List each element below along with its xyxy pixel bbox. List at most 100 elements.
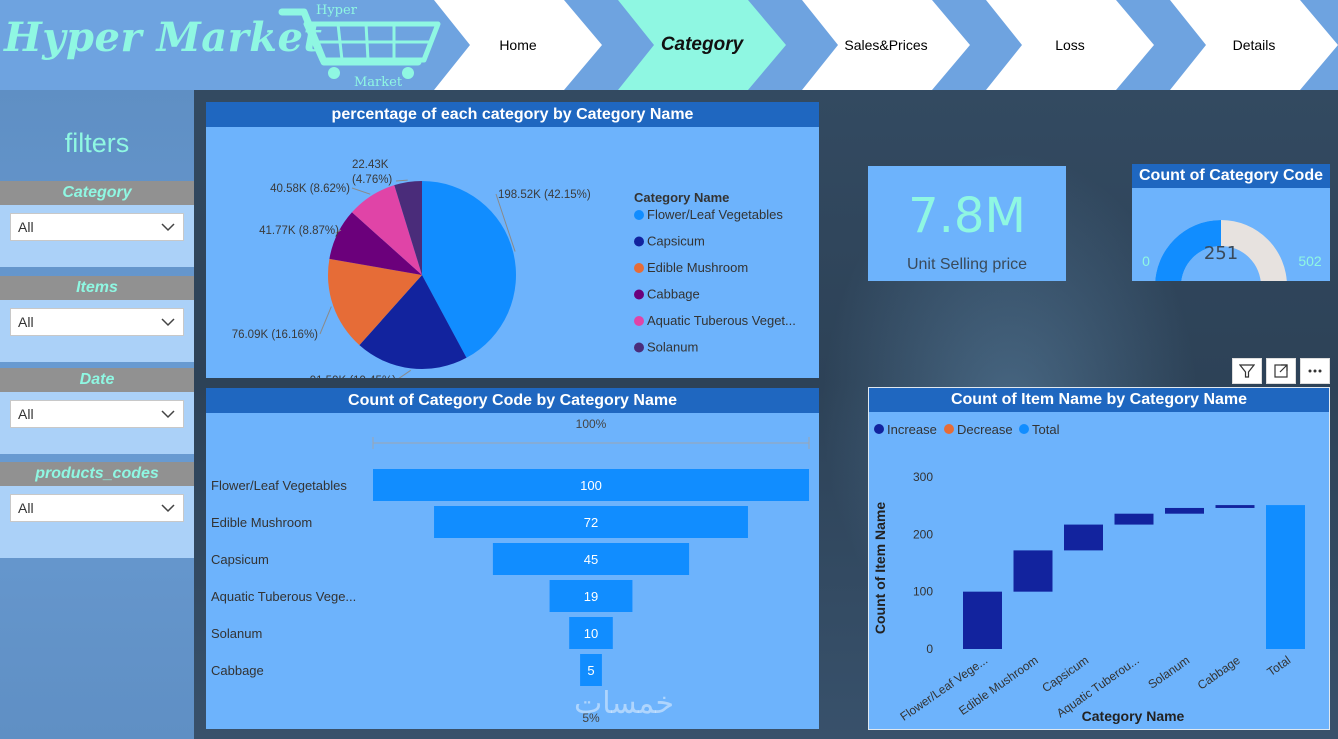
legend-dot-icon bbox=[634, 316, 644, 326]
filter-button[interactable] bbox=[1232, 358, 1262, 384]
nav-loss[interactable]: Loss bbox=[986, 0, 1154, 90]
slicer-date-header: Date bbox=[0, 368, 194, 392]
watermark-text: خمسات bbox=[574, 686, 675, 721]
waterfall-y-tick: 0 bbox=[926, 642, 933, 656]
pie-legend-item: Edible Mushroom bbox=[647, 260, 748, 275]
gauge-panel[interactable]: Count of Category Code 0 502 251 bbox=[1132, 164, 1330, 286]
legend-total-icon bbox=[1019, 424, 1029, 434]
items-dropdown[interactable]: All bbox=[10, 308, 184, 336]
pie-legend-title: Category Name bbox=[634, 190, 729, 205]
pie-slice[interactable] bbox=[394, 181, 422, 275]
slicer-products-codes-header: products_codes bbox=[0, 462, 194, 486]
funnel-category-label: Solanum bbox=[211, 626, 262, 641]
chevron-down-icon bbox=[161, 223, 175, 232]
nav-sales-prices-label: Sales&Prices bbox=[844, 37, 928, 53]
waterfall-bar[interactable] bbox=[1266, 505, 1305, 649]
nav-sales-prices[interactable]: Sales&Prices bbox=[802, 0, 970, 90]
funnel-category-label: Cabbage bbox=[211, 663, 264, 678]
funnel-bar[interactable] bbox=[549, 580, 633, 612]
pie-legend-item: Cabbage bbox=[647, 287, 700, 302]
filter-icon bbox=[1239, 364, 1255, 378]
waterfall-x-tick: Flower/Leaf Vege... bbox=[897, 653, 990, 724]
funnel-category-label: Aquatic Tuberous Vege... bbox=[211, 589, 356, 604]
pie-slice[interactable] bbox=[329, 212, 422, 275]
category-dropdown[interactable]: All bbox=[10, 213, 184, 241]
funnel-value-label: 10 bbox=[584, 626, 598, 641]
legend-increase-label: Increase bbox=[887, 422, 937, 437]
funnel-chart-title: Count of Category Code by Category Name bbox=[206, 388, 819, 413]
nav-home[interactable]: Home bbox=[434, 0, 602, 90]
legend-dot-icon bbox=[634, 342, 644, 353]
legend-increase-icon bbox=[874, 424, 884, 434]
pie-slice[interactable] bbox=[351, 185, 422, 275]
slicer-date: Date All bbox=[0, 368, 194, 454]
funnel-category-label: Flower/Leaf Vegetables bbox=[211, 478, 347, 493]
pie-legend-item: Solanum bbox=[647, 340, 698, 355]
products-codes-dropdown[interactable]: All bbox=[10, 494, 184, 522]
funnel-bar[interactable] bbox=[434, 506, 748, 538]
nav-chevron-shape bbox=[618, 0, 786, 90]
gauge-fill bbox=[1155, 220, 1221, 286]
funnel-bar[interactable] bbox=[580, 654, 602, 686]
pie-leader-line bbox=[397, 369, 412, 380]
waterfall-y-tick: 100 bbox=[913, 585, 933, 599]
waterfall-chart-panel[interactable]: Count of Item Name by Category Name Incr… bbox=[868, 387, 1330, 730]
nav-chevron-shape bbox=[434, 0, 602, 90]
waterfall-bar[interactable] bbox=[1165, 507, 1204, 514]
products-codes-dropdown-value: All bbox=[18, 500, 34, 516]
waterfall-x-title: Category Name bbox=[1082, 708, 1185, 724]
pie-data-label: 22.43K (4.76%) bbox=[352, 159, 392, 186]
waterfall-bar[interactable] bbox=[963, 591, 1002, 649]
waterfall-bar[interactable] bbox=[1013, 550, 1053, 592]
funnel-bottom-pct: 5% bbox=[582, 711, 600, 725]
waterfall-y-tick: 300 bbox=[913, 470, 933, 484]
funnel-bar[interactable] bbox=[373, 469, 809, 501]
pie-leader-line bbox=[319, 306, 332, 335]
funnel-bar[interactable] bbox=[492, 543, 690, 575]
category-dropdown-value: All bbox=[18, 219, 34, 235]
pie-slice[interactable] bbox=[359, 275, 467, 369]
slicer-category: Category All bbox=[0, 181, 194, 267]
waterfall-bar[interactable] bbox=[1114, 513, 1154, 525]
waterfall-bar[interactable] bbox=[1215, 505, 1255, 508]
slicer-category-header: Category bbox=[0, 181, 194, 205]
header-bar: Hyper Market Hyper Market Home Category … bbox=[0, 0, 1338, 90]
gauge-max: 502 bbox=[1298, 253, 1322, 269]
pie-data-label: 76.09K (16.16%) bbox=[232, 329, 318, 341]
nav-category[interactable]: Category bbox=[618, 0, 786, 90]
kpi-label: Unit Selling price bbox=[906, 256, 1028, 273]
pie-data-label: 41.77K (8.87%) bbox=[259, 225, 339, 237]
pie-data-label: 91.59K (19.45%) bbox=[310, 375, 396, 378]
pie-chart-title: percentage of each category by Category … bbox=[206, 102, 819, 127]
funnel-value-label: 19 bbox=[584, 589, 598, 604]
nav-details[interactable]: Details bbox=[1170, 0, 1338, 90]
funnel-chart-panel[interactable]: Count of Category Code by Category Name … bbox=[206, 388, 819, 729]
legend-dot-icon bbox=[634, 210, 644, 220]
pie-data-label: 40.58K (8.62%) bbox=[270, 183, 350, 195]
waterfall-bar[interactable] bbox=[1064, 524, 1103, 551]
legend-dot-icon bbox=[634, 263, 644, 273]
pie-slice[interactable] bbox=[328, 258, 422, 346]
shopping-cart-logo-icon: Hyper Market bbox=[278, 3, 441, 88]
funnel-category-label: Edible Mushroom bbox=[211, 515, 312, 530]
pie-chart-panel[interactable]: percentage of each category by Category … bbox=[206, 102, 819, 387]
items-dropdown-value: All bbox=[18, 314, 34, 330]
funnel-category-label: Capsicum bbox=[211, 552, 269, 567]
date-dropdown[interactable]: All bbox=[10, 400, 184, 428]
more-options-button[interactable] bbox=[1300, 358, 1330, 384]
focus-mode-button[interactable] bbox=[1266, 358, 1296, 384]
logo-text-top: Hyper bbox=[316, 3, 358, 18]
brand-title: Hyper Market bbox=[4, 14, 323, 61]
pie-leader-line bbox=[395, 179, 408, 182]
pie-slice[interactable] bbox=[422, 181, 516, 358]
legend-decrease-icon bbox=[944, 424, 954, 434]
chevron-down-icon bbox=[161, 504, 175, 513]
nav-chevron-shape bbox=[802, 0, 970, 90]
waterfall-chart-title: Count of Item Name by Category Name bbox=[869, 388, 1329, 412]
more-options-icon bbox=[1308, 369, 1322, 373]
funnel-bar[interactable] bbox=[569, 617, 613, 649]
pie-data-label: 198.52K (42.15%) bbox=[498, 189, 591, 201]
kpi-card-unit-selling-price[interactable]: 7.8M Unit Selling price bbox=[868, 166, 1066, 281]
waterfall-x-tick: Cabbage bbox=[1195, 653, 1243, 693]
expand-icon bbox=[1274, 364, 1288, 378]
